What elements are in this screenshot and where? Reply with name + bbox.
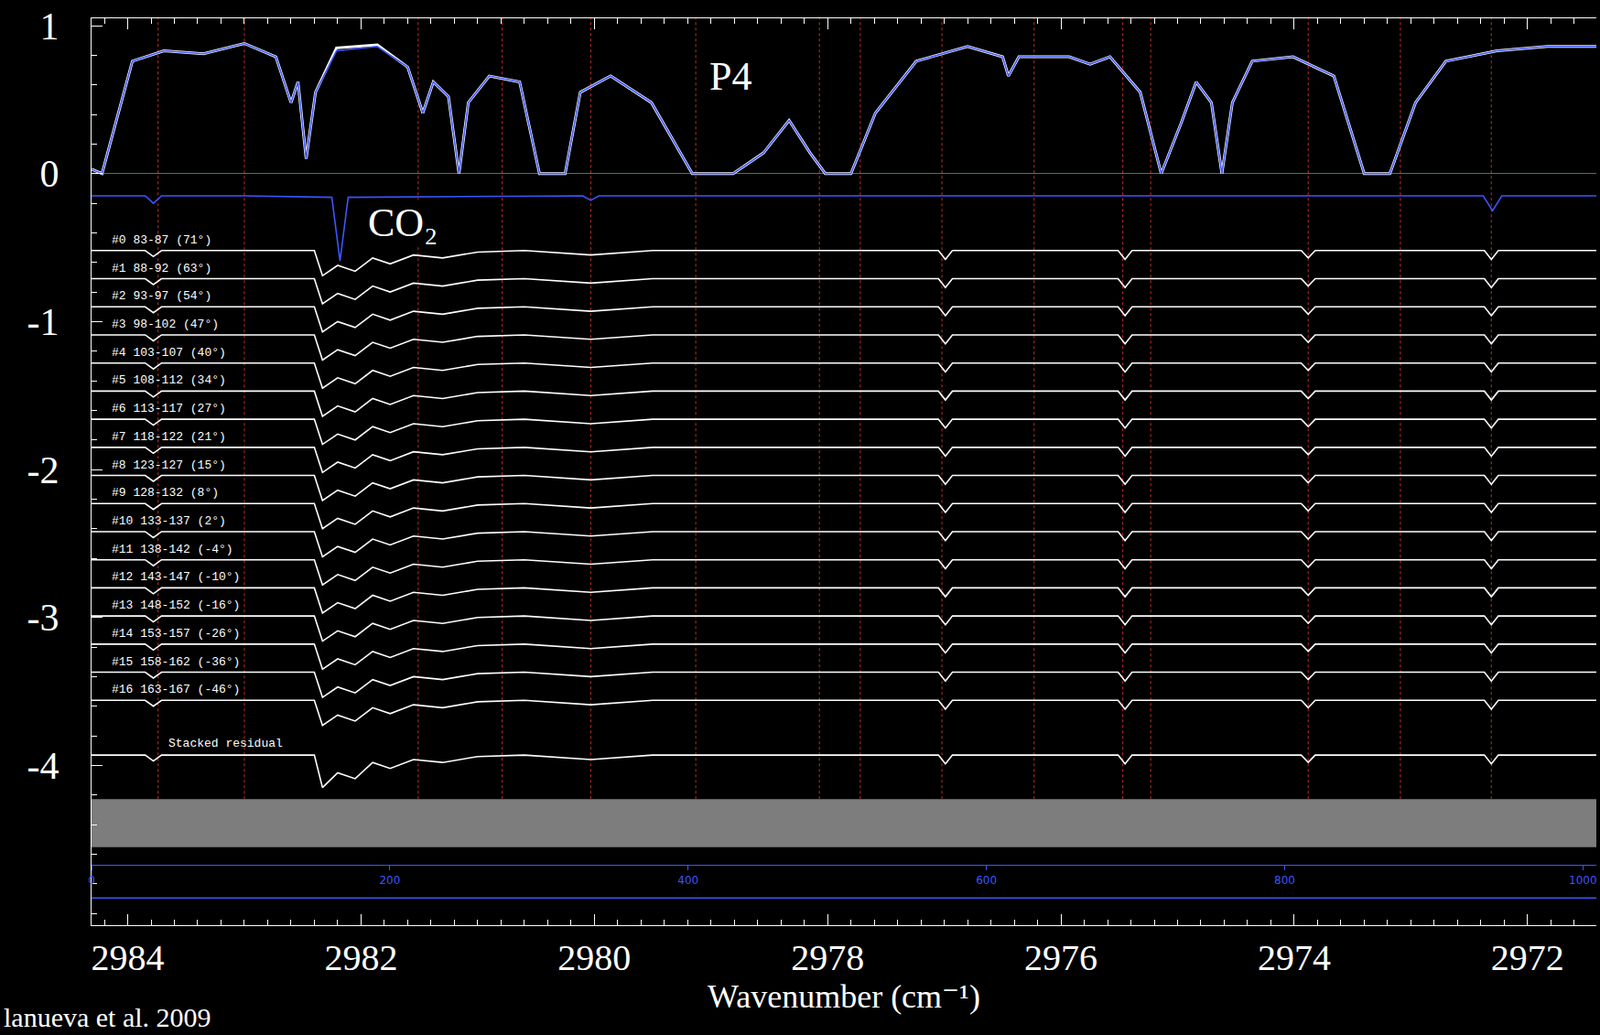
svg-text:2984: 2984	[91, 937, 165, 979]
svg-text:P4: P4	[709, 54, 752, 99]
svg-text:Wavenumber (cm⁻¹): Wavenumber (cm⁻¹)	[707, 978, 981, 1016]
svg-text:#4 103-107 (40°): #4 103-107 (40°)	[111, 345, 227, 360]
svg-text:#5 108-112 (34°): #5 108-112 (34°)	[111, 373, 227, 388]
svg-text:2974: 2974	[1257, 937, 1331, 979]
svg-text:2980: 2980	[557, 937, 631, 979]
svg-text:800: 800	[1274, 874, 1296, 887]
svg-text:2976: 2976	[1024, 937, 1098, 979]
svg-text:#10 133-137 (2°): #10 133-137 (2°)	[111, 514, 227, 529]
svg-text:-2: -2	[27, 449, 60, 492]
svg-text:#6 113-117 (27°): #6 113-117 (27°)	[111, 401, 227, 416]
svg-text:#14 153-157 (-26°): #14 153-157 (-26°)	[111, 627, 240, 641]
svg-text:0: 0	[87, 874, 96, 887]
svg-text:400: 400	[677, 874, 699, 887]
svg-text:#0 83-87 (71°): #0 83-87 (71°)	[111, 233, 212, 248]
svg-text:600: 600	[975, 874, 997, 887]
svg-text:#16 163-167 (-46°): #16 163-167 (-46°)	[111, 682, 240, 697]
svg-text:lanueva et al. 2009: lanueva et al. 2009	[3, 1002, 212, 1033]
svg-text:#9 128-132 (8°): #9 128-132 (8°)	[111, 486, 219, 500]
svg-text:#7 118-122 (21°): #7 118-122 (21°)	[111, 430, 227, 444]
svg-text:CO₂: CO₂	[367, 200, 438, 246]
svg-text:#11 138-142 (-4°): #11 138-142 (-4°)	[111, 542, 234, 557]
svg-text:-4: -4	[27, 745, 60, 788]
svg-text:Stacked residual: Stacked residual	[168, 736, 283, 751]
svg-text:0: 0	[40, 152, 60, 195]
svg-text:-3: -3	[27, 596, 60, 639]
svg-text:#12 143-147 (-10°): #12 143-147 (-10°)	[111, 570, 240, 584]
svg-text:2978: 2978	[790, 937, 865, 979]
svg-text:2982: 2982	[324, 937, 398, 979]
svg-text:#3 98-102 (47°): #3 98-102 (47°)	[111, 317, 219, 332]
svg-text:#2 93-97 (54°): #2 93-97 (54°)	[111, 289, 212, 303]
svg-text:2972: 2972	[1491, 937, 1565, 979]
svg-text:#1 88-92 (63°): #1 88-92 (63°)	[111, 261, 212, 276]
svg-text:1: 1	[40, 5, 60, 48]
svg-text:#13 148-152 (-16°): #13 148-152 (-16°)	[111, 598, 240, 613]
svg-text:#15 158-162 (-36°): #15 158-162 (-36°)	[111, 655, 240, 670]
svg-text:200: 200	[378, 874, 400, 887]
svg-text:#8 123-127 (15°): #8 123-127 (15°)	[111, 458, 227, 473]
svg-text:-1: -1	[27, 301, 60, 344]
svg-text:1000: 1000	[1568, 874, 1598, 887]
